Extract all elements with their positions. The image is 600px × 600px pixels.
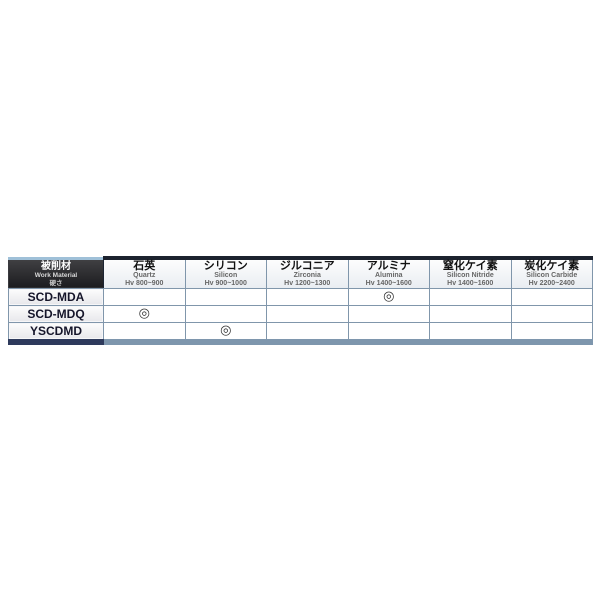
column-hardness: Hv 1200~1300 (284, 280, 331, 288)
column-header-silicon: シリコン Silicon Hv 900~1000 (184, 256, 267, 290)
column-title-en: Alumina (374, 272, 403, 280)
table-row-scd-mdq: SCD-MDQ ◎ (8, 305, 593, 324)
corner-title-en: Work Material (34, 272, 78, 280)
rating-cell (429, 322, 512, 346)
row-label: YSCDMD (8, 322, 104, 346)
column-title-en: Silicon (214, 272, 238, 280)
corner-subtitle-hardness: 硬さ (49, 279, 63, 287)
table-body: SCD-MDA ◎ SCD-MDQ ◎ (8, 288, 593, 346)
column-title-ja: アルミナ (366, 260, 411, 272)
rating-cell (103, 288, 186, 307)
column-title-ja: 窒化ケイ素 (442, 260, 498, 272)
rating-cell: ◎ (184, 322, 267, 346)
column-hardness: Hv 1400~1600 (447, 280, 494, 288)
rating-cell (266, 322, 349, 346)
rating-cell: ◎ (103, 305, 186, 324)
table-row-yscdmd: YSCDMD ◎ (8, 322, 593, 346)
column-header-alumina: アルミナ Alumina Hv 1400~1600 (347, 256, 430, 290)
corner-title-ja: 被削材 (41, 260, 71, 272)
corner-header-cell: 被削材 Work Material 硬さ (8, 256, 104, 290)
rating-cell (429, 288, 512, 307)
column-title-en: Silicon Nitride (446, 272, 494, 280)
rating-cell (347, 305, 430, 324)
material-compatibility-table-wrap: 被削材 Work Material 硬さ 石英 Quartz Hv 800~90… (8, 256, 593, 346)
table-header: 被削材 Work Material 硬さ 石英 Quartz Hv 800~90… (8, 256, 593, 290)
work-material-compatibility-table: 被削材 Work Material 硬さ 石英 Quartz Hv 800~90… (8, 256, 593, 346)
rating-cell (510, 288, 593, 307)
column-hardness: Hv 1400~1600 (365, 280, 412, 288)
column-hardness: Hv 800~900 (125, 280, 164, 288)
rating-cell: ◎ (347, 288, 430, 307)
column-title-en: Silicon Carbide (526, 272, 578, 280)
rating-cell (103, 322, 186, 346)
rating-cell (510, 305, 593, 324)
table-row-scd-mda: SCD-MDA ◎ (8, 288, 593, 307)
column-title-en: Quartz (133, 272, 156, 280)
rating-cell (347, 322, 430, 346)
column-hardness: Hv 900~1000 (204, 280, 247, 288)
rating-cell (510, 322, 593, 346)
rating-cell (429, 305, 512, 324)
column-header-quartz: 石英 Quartz Hv 800~900 (103, 256, 186, 290)
column-title-ja: ジルコニア (279, 260, 335, 272)
rating-cell (184, 288, 267, 307)
column-hardness: Hv 2200~2400 (528, 280, 575, 288)
column-title-ja: 石英 (133, 260, 156, 272)
header-row: 被削材 Work Material 硬さ 石英 Quartz Hv 800~90… (8, 256, 593, 290)
column-header-silicon-carbide: 炭化ケイ素 Silicon Carbide Hv 2200~2400 (510, 256, 593, 290)
rating-cell (184, 305, 267, 324)
column-title-ja: シリコン (203, 260, 248, 272)
row-label: SCD-MDA (8, 288, 104, 307)
rating-cell (266, 288, 349, 307)
rating-cell (266, 305, 349, 324)
column-title-ja: 炭化ケイ素 (524, 260, 580, 272)
column-title-en: Zirconia (293, 272, 321, 280)
column-header-silicon-nitride: 窒化ケイ素 Silicon Nitride Hv 1400~1600 (429, 256, 512, 290)
column-header-zirconia: ジルコニア Zirconia Hv 1200~1300 (266, 256, 349, 290)
row-label: SCD-MDQ (8, 305, 104, 324)
